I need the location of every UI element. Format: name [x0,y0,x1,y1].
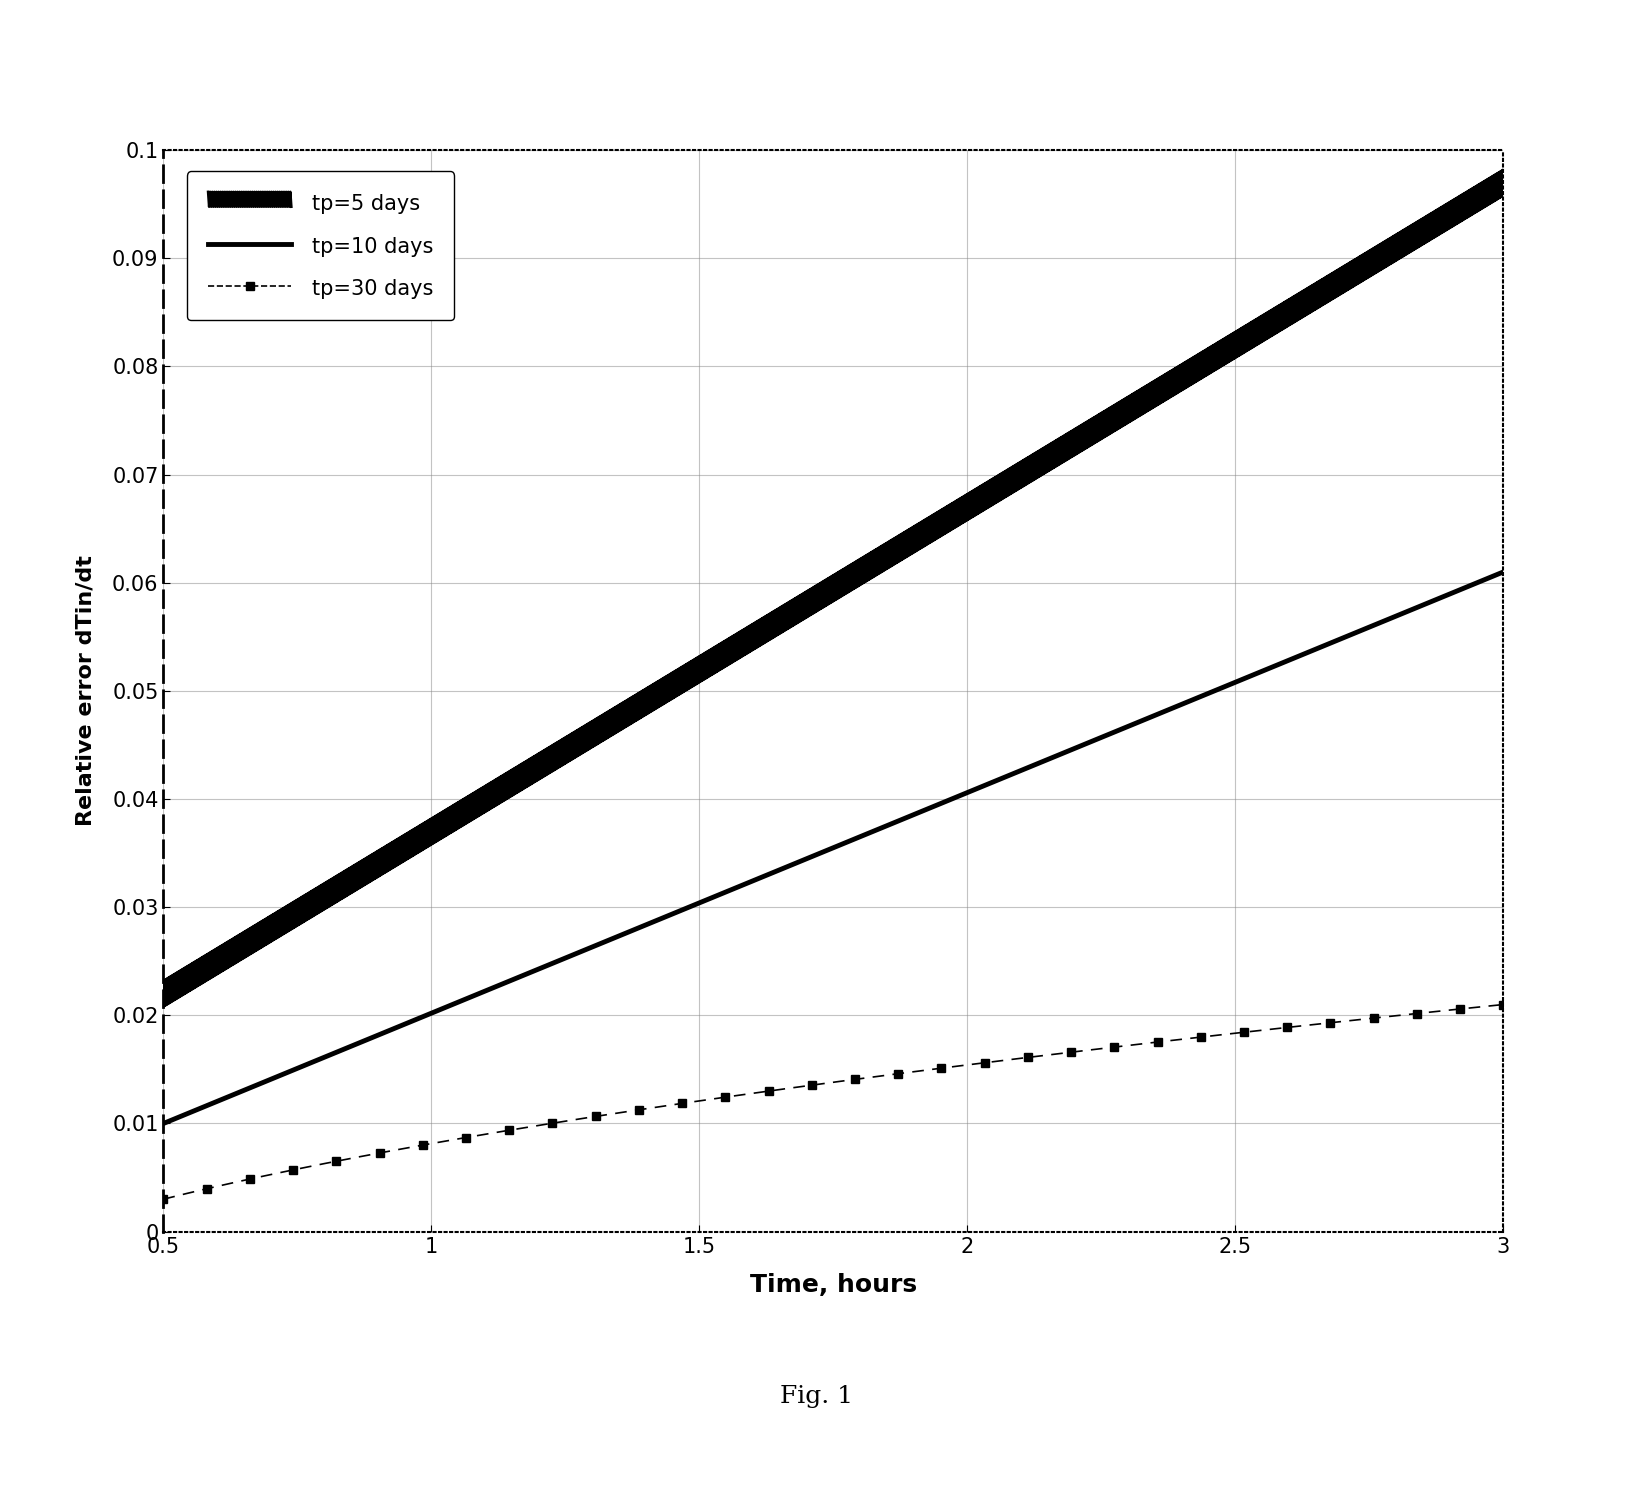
Y-axis label: Relative error dTin/dt: Relative error dTin/dt [75,556,95,826]
X-axis label: Time, hours: Time, hours [750,1274,917,1298]
Legend: tp=5 days, tp=10 days, tp=30 days: tp=5 days, tp=10 days, tp=30 days [188,171,454,320]
Text: Fig. 1: Fig. 1 [781,1385,853,1409]
